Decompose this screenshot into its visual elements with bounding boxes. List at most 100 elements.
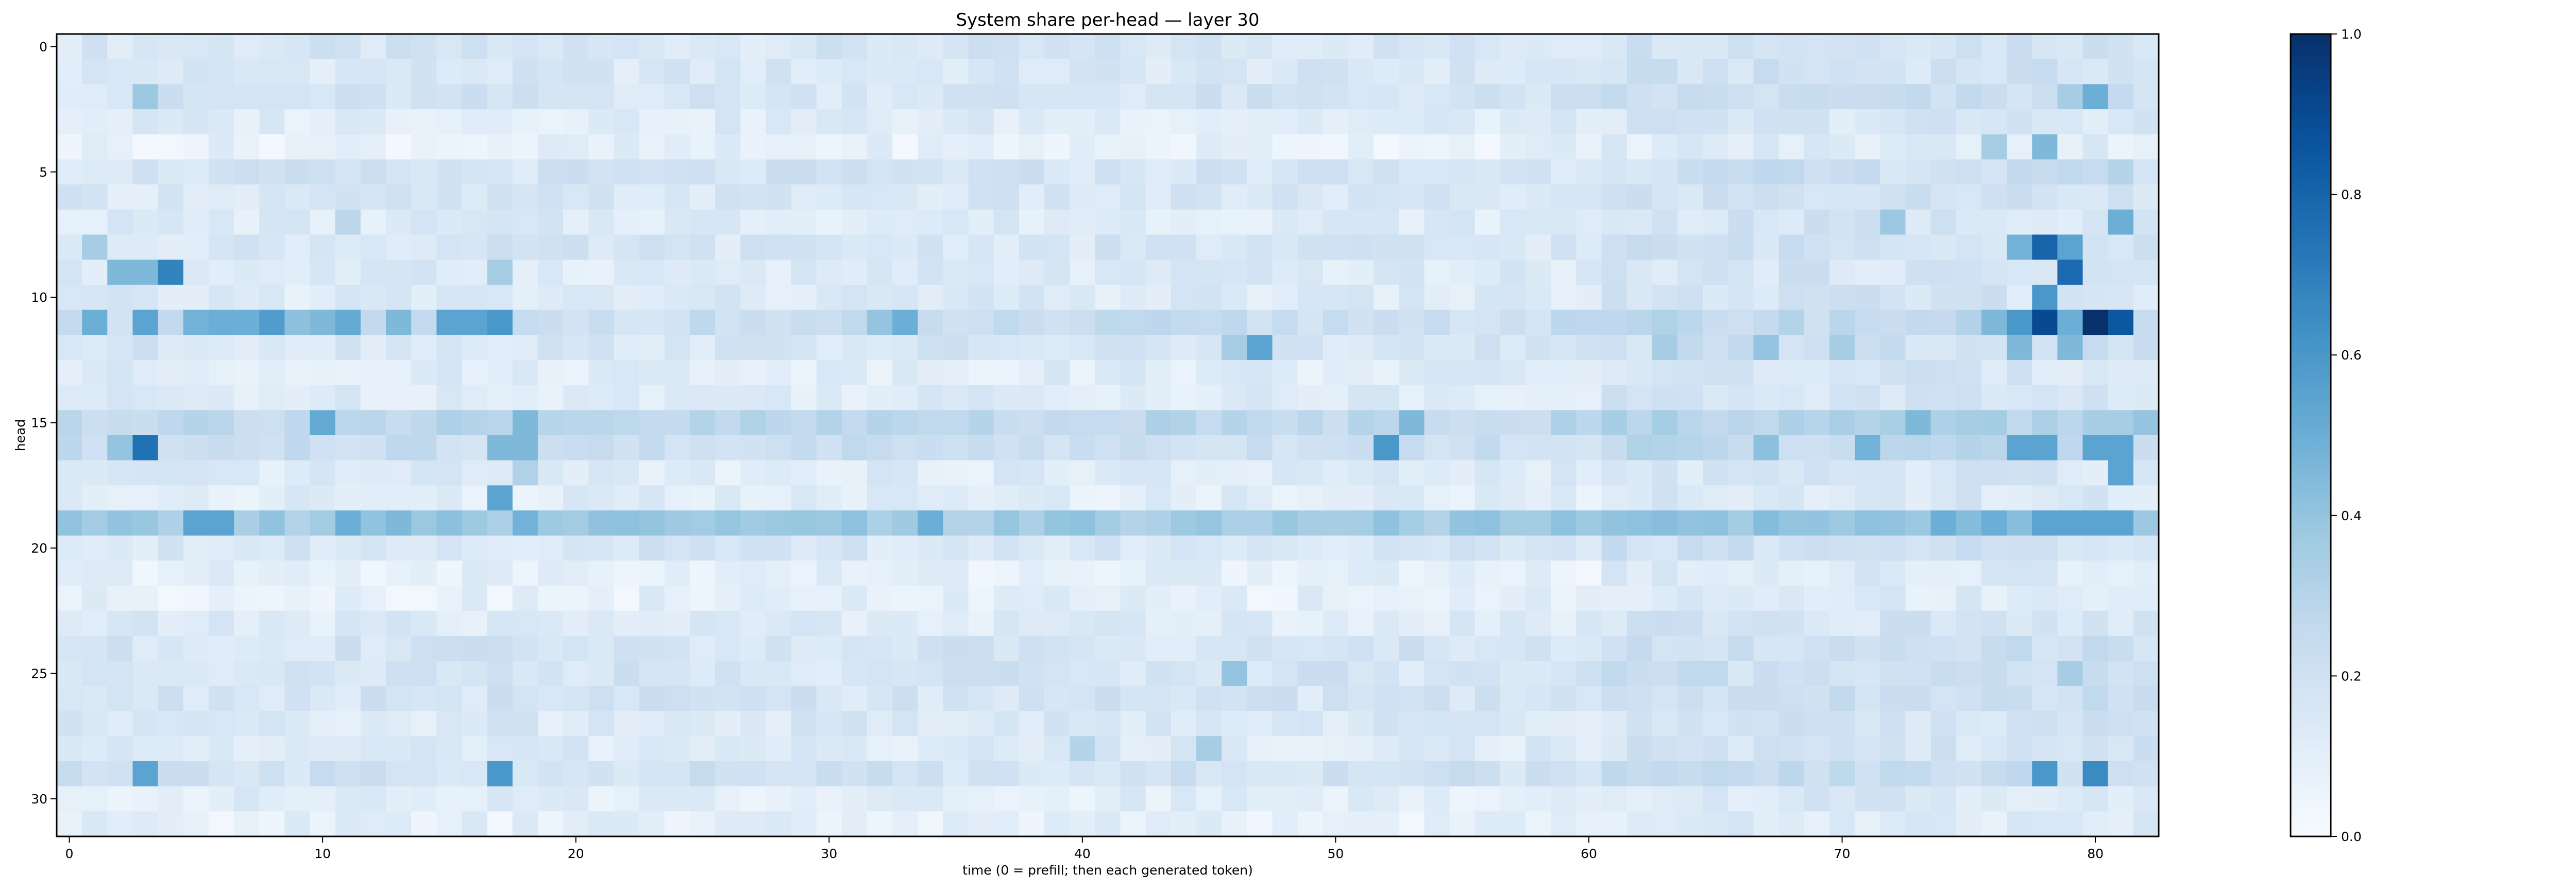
heatmap-cell xyxy=(715,84,741,110)
heatmap-cell xyxy=(1120,360,1146,386)
heatmap-cell xyxy=(436,535,463,561)
heatmap-cell xyxy=(1703,159,1728,185)
heatmap-cell xyxy=(1728,811,1754,837)
heatmap-cell xyxy=(943,761,969,787)
heatmap-cell xyxy=(234,234,260,260)
heatmap-cell xyxy=(892,586,918,611)
heatmap-cell xyxy=(892,636,918,661)
heatmap-cell xyxy=(1626,84,1653,110)
heatmap-cell xyxy=(1778,310,1805,335)
heatmap-cell xyxy=(791,410,817,436)
heatmap-cell xyxy=(512,410,538,436)
heatmap-cell xyxy=(715,485,741,511)
heatmap-cell xyxy=(766,234,792,260)
heatmap-cell xyxy=(335,184,361,210)
heatmap-cell xyxy=(1399,335,1425,361)
heatmap-cell xyxy=(968,284,994,311)
heatmap-cell xyxy=(411,59,437,84)
heatmap-cell xyxy=(310,711,336,737)
heatmap-cell xyxy=(588,34,615,60)
heatmap-cell xyxy=(1044,586,1070,611)
heatmap-cell xyxy=(918,184,944,210)
heatmap-cell xyxy=(1728,234,1754,260)
heatmap-cell xyxy=(614,736,640,762)
heatmap-cell xyxy=(1829,209,1855,235)
heatmap-cell xyxy=(537,510,564,536)
heatmap-cell xyxy=(588,134,615,160)
heatmap-cell xyxy=(1196,59,1222,84)
heatmap-cell xyxy=(1323,134,1349,160)
heatmap-cell xyxy=(1120,109,1146,135)
heatmap-cell xyxy=(1930,535,1957,561)
heatmap-cell xyxy=(1981,109,2007,135)
heatmap-cell xyxy=(1196,586,1222,611)
heatmap-cell xyxy=(335,385,361,410)
heatmap-cell xyxy=(1095,310,1121,335)
heatmap-cell xyxy=(1019,260,1045,285)
heatmap-cell xyxy=(1677,636,1703,661)
heatmap-cell xyxy=(2082,485,2109,511)
heatmap-cell xyxy=(310,335,336,361)
heatmap-cell xyxy=(462,84,488,110)
heatmap-cell xyxy=(1323,260,1349,285)
heatmap-cell xyxy=(1297,360,1324,386)
heatmap-cell xyxy=(1145,59,1172,84)
heatmap-cell xyxy=(1956,209,1982,235)
heatmap-cell xyxy=(259,84,285,110)
heatmap-cell xyxy=(284,59,311,84)
heatmap-cell xyxy=(1348,510,1374,536)
heatmap-cell xyxy=(1855,260,1880,285)
heatmap-cell xyxy=(2057,335,2083,361)
heatmap-cell xyxy=(1855,385,1880,410)
heatmap-cell xyxy=(310,686,336,712)
heatmap-cell xyxy=(968,410,994,436)
heatmap-cell xyxy=(1778,84,1805,110)
heatmap-cell xyxy=(867,159,893,185)
heatmap-cell xyxy=(968,84,994,110)
heatmap-cell xyxy=(563,711,589,737)
heatmap-cell xyxy=(1728,335,1754,361)
heatmap-cell xyxy=(816,510,842,536)
heatmap-cell xyxy=(1196,209,1222,235)
heatmap-cell xyxy=(791,234,817,260)
heatmap-cell xyxy=(234,84,260,110)
heatmap-cell xyxy=(689,661,716,687)
heatmap-cell xyxy=(462,761,488,787)
heatmap-cell xyxy=(2007,284,2032,311)
heatmap-cell xyxy=(310,84,336,110)
heatmap-cell xyxy=(132,310,159,335)
heatmap-cell xyxy=(1475,260,1501,285)
heatmap-cell xyxy=(1044,34,1070,60)
heatmap-cell xyxy=(1120,736,1146,762)
heatmap-cell xyxy=(2057,184,2083,210)
heatmap-cell xyxy=(867,435,893,461)
heatmap-cell xyxy=(1526,260,1551,285)
heatmap-cell xyxy=(386,485,412,511)
heatmap-cell xyxy=(1930,510,1957,536)
heatmap-cell xyxy=(943,661,969,687)
heatmap-cell xyxy=(993,310,1020,335)
heatmap-cell xyxy=(1829,134,1855,160)
heatmap-cell xyxy=(208,385,234,410)
heatmap-cell xyxy=(1956,686,1982,712)
heatmap-cell xyxy=(1956,560,1982,586)
heatmap-cell xyxy=(1778,59,1805,84)
heatmap-cell xyxy=(1956,84,1982,110)
heatmap-cell xyxy=(841,284,868,311)
heatmap-cell xyxy=(563,485,589,511)
heatmap-cell xyxy=(436,661,463,687)
heatmap-cell xyxy=(1677,109,1703,135)
heatmap-cell xyxy=(1095,811,1121,837)
heatmap-cell xyxy=(132,260,159,285)
heatmap-cell xyxy=(158,260,184,285)
heatmap-cell xyxy=(563,209,589,235)
heatmap-cell xyxy=(1297,485,1324,511)
heatmap-cell xyxy=(1449,560,1476,586)
heatmap-cell xyxy=(1956,510,1982,536)
heatmap-cell xyxy=(1070,184,1096,210)
heatmap-cell xyxy=(1905,736,1931,762)
heatmap-cell xyxy=(1272,560,1298,586)
heatmap-cell xyxy=(1449,460,1476,486)
heatmap-cell xyxy=(1855,410,1880,436)
heatmap-cell xyxy=(1703,209,1728,235)
